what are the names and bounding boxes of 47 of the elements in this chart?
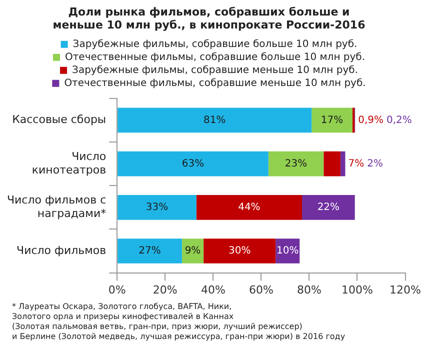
legend-label: Зарубежные фильмы, собравшие больше 10 млн руб. — [72, 38, 358, 50]
data-label: 30% — [228, 246, 251, 257]
bar — [118, 238, 182, 264]
legend-label: Отечественные фильмы, собравшие больше 10 млн руб. — [64, 52, 366, 63]
bar — [118, 194, 196, 220]
bar — [340, 151, 346, 176]
chart-title: Доли рынка фильмов, собравших больше и меньше 10 млн руб., в кинопрокате России-2016 — [52, 5, 366, 32]
bar — [196, 194, 302, 220]
x-tick-label: 120% — [390, 283, 422, 296]
data-label: 44% — [238, 202, 260, 213]
y-tick-label: Кассовые сборы — [12, 113, 106, 126]
bar — [312, 108, 352, 133]
data-label: 81% — [204, 114, 226, 126]
bar — [324, 151, 340, 176]
text: и Берлине (Золотой медведь, лучшая режиссура, гран-при жюри) в 2016 году — [12, 332, 346, 342]
data-label: 0,2% — [386, 114, 412, 126]
data-label: 0,9% — [358, 114, 384, 126]
data-label: 10% — [276, 246, 299, 257]
data-label: 17% — [320, 114, 344, 126]
data-label: 27% — [138, 246, 161, 257]
y-tick-label: Число кинотеатров — [32, 150, 106, 176]
bar — [302, 194, 355, 220]
data-label: 9% — [184, 246, 201, 257]
data-label: 33% — [146, 202, 168, 213]
x-tick-label: 20% — [152, 283, 178, 296]
data-label: 23% — [284, 158, 308, 170]
data-label: 22% — [317, 202, 340, 213]
x-tick-label: 80% — [296, 283, 322, 296]
data-label: 63% — [182, 158, 204, 170]
bar — [118, 151, 268, 176]
x-tick-label: 40% — [200, 283, 226, 296]
text: (Золотая пальмовая ветвь, гран-при, приз жюри, лучший режиссер) — [12, 322, 304, 332]
bar — [118, 108, 312, 133]
data-label: 7% — [348, 158, 364, 170]
bar — [204, 238, 276, 264]
text: * Лауреаты Оскара, Золотого глобуса, BAFTA, Ники, — [12, 302, 233, 312]
x-tick-label: 60% — [248, 283, 274, 296]
x-tick-label: 100% — [342, 283, 373, 296]
bar — [352, 108, 355, 133]
x-tick-label: 0% — [108, 283, 126, 296]
y-tick-label: Число фильмов — [16, 244, 106, 257]
bar — [268, 151, 324, 176]
legend-label: Зарубежные фильмы, собравшие меньше 10 млн руб. — [72, 64, 358, 76]
y-tick-label: Число фильмов с наградами* — [6, 194, 107, 220]
legend-label: Отечественные фильмы, собравшие меньше 10 млн руб. — [64, 78, 366, 89]
data-label: 2% — [367, 158, 383, 170]
text: Золотого орла и призеры кинофестивалей в Каннах — [12, 312, 235, 322]
